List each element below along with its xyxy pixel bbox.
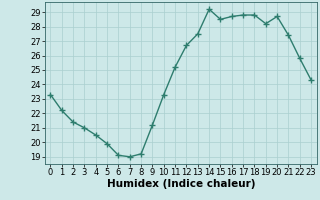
X-axis label: Humidex (Indice chaleur): Humidex (Indice chaleur) xyxy=(107,179,255,189)
